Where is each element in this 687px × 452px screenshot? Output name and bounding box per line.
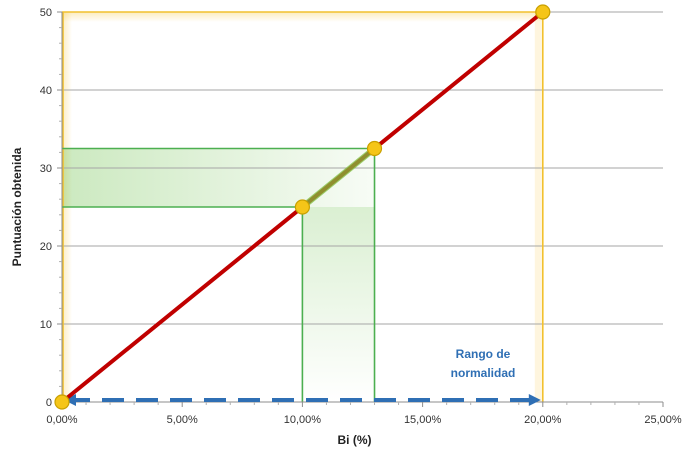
x-tick-label-3: 15,00% [404,414,442,426]
y-tick-label-0: 0 [46,397,52,409]
data-point-3 [535,4,551,20]
x-axis-title: Bi (%) [338,433,372,447]
x-tick-label-4: 20,00% [524,414,562,426]
outer-band-top [62,12,543,22]
data-point-2 [366,140,383,157]
annotation-line-1: Rango de [456,347,511,361]
x-tick-label-2: 10,00% [284,414,322,426]
y-tick-label-1: 10 [40,319,52,331]
y-axis-title: Puntuación obtenida [10,147,24,266]
x-tick-label-1: 5,00% [167,414,198,426]
annotation-line-2: normalidad [451,366,516,380]
y-tick-label-2: 20 [40,241,52,253]
y-tick-label-5: 50 [40,7,52,19]
normality-range-arrowhead-left [64,394,76,406]
outer-band-right [534,12,543,402]
y-tick-label-3: 30 [40,163,52,175]
x-tick-label-0: 0,00% [46,414,77,426]
highlight-segment [299,145,378,210]
inner-band-horizontal [62,148,375,207]
data-point-0 [54,394,70,410]
inner-band-vertical [302,207,375,402]
data-point-1 [294,199,310,215]
x-tick-label-5: 25,00% [644,414,682,426]
y-tick-label-4: 40 [40,85,52,97]
normality-range-arrowhead-right [528,394,541,406]
